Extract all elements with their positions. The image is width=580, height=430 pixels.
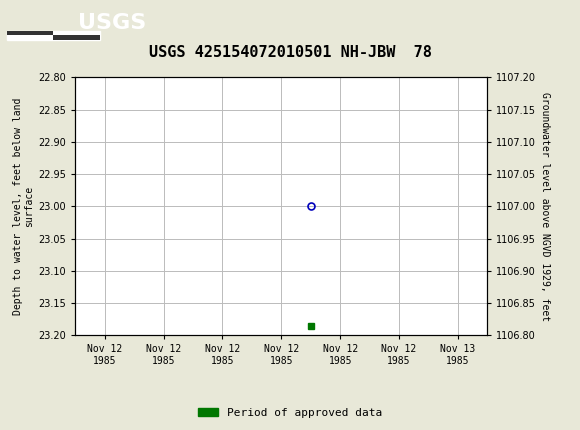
Bar xyxy=(7,31,53,35)
Text: USGS: USGS xyxy=(78,12,147,33)
Legend: Period of approved data: Period of approved data xyxy=(194,403,386,422)
Text: USGS 425154072010501 NH-JBW  78: USGS 425154072010501 NH-JBW 78 xyxy=(148,45,432,60)
Y-axis label: Depth to water level, feet below land
surface: Depth to water level, feet below land su… xyxy=(13,98,34,315)
Bar xyxy=(7,31,100,40)
Bar xyxy=(53,35,100,40)
Y-axis label: Groundwater level above NGVD 1929, feet: Groundwater level above NGVD 1929, feet xyxy=(541,92,550,321)
